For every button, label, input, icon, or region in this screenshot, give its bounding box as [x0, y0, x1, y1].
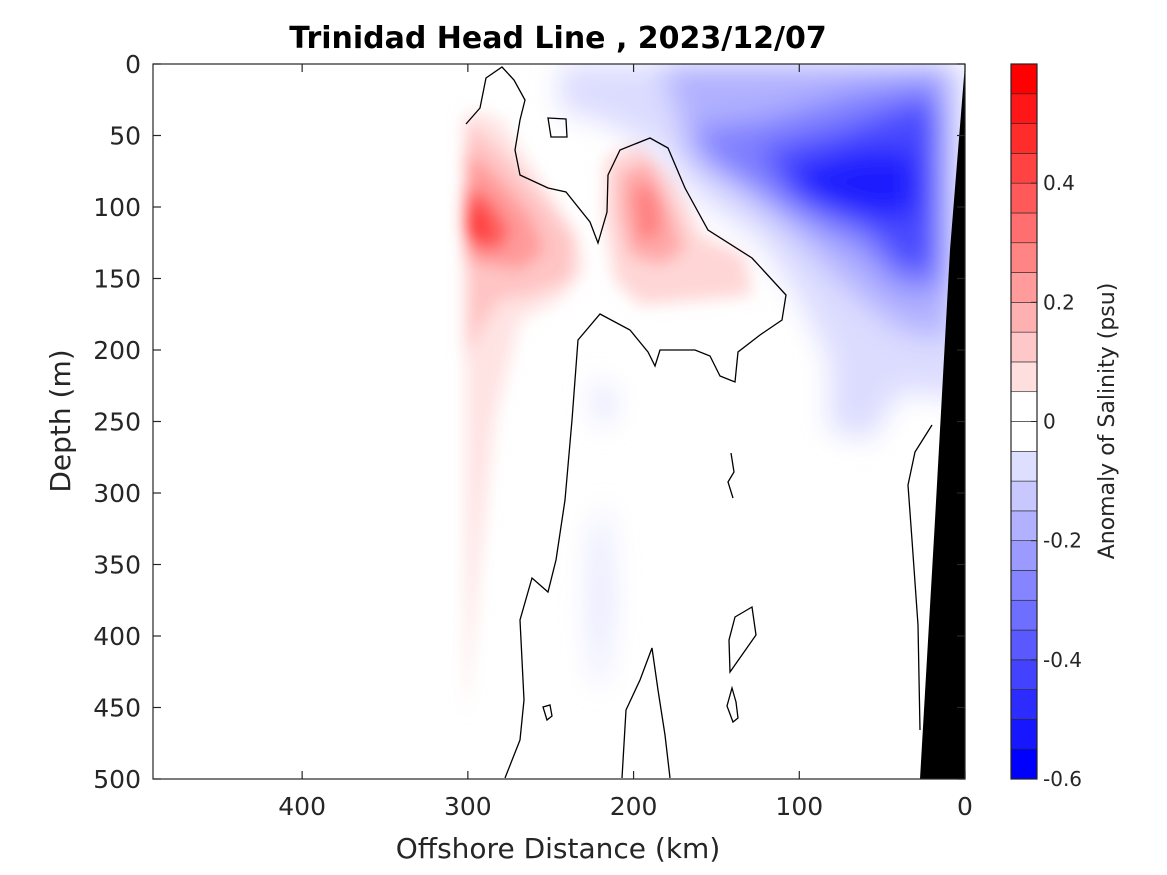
colorbar-level: [1010, 123, 1038, 154]
y-tick-label: 400: [93, 622, 141, 651]
colorbar-level: [1010, 480, 1038, 512]
colorbar-level: [1010, 272, 1038, 303]
colorbar-level: [1010, 93, 1038, 124]
colorbar-level: [1010, 63, 1038, 95]
colorbar-level: [1010, 153, 1038, 184]
y-axis-ticks: 0 50 100 150 200 250 300 350 400 450 500: [93, 50, 965, 794]
colorbar-label: Anomaly of Salinity (psu): [1095, 283, 1120, 560]
colorbar-level: [1010, 450, 1038, 482]
colorbar-tick-label: 0: [1043, 410, 1056, 434]
x-axis-ticks: 400 300 200 100 0: [278, 64, 973, 821]
x-tick-label: 300: [444, 792, 492, 821]
colorbar-tick-label: -0.6: [1043, 767, 1082, 791]
y-tick-label: 200: [93, 336, 141, 365]
colorbar-level: [1010, 629, 1038, 661]
colorbar: -0.6 -0.4 -0.2 0 0.2 0.4: [1010, 63, 1082, 791]
colorbar-level: [1010, 391, 1038, 422]
y-axis-label: Depth (m): [44, 349, 77, 492]
colorbar-level: [1010, 302, 1038, 333]
colorbar-level: [1010, 719, 1038, 750]
x-tick-label: 200: [610, 792, 658, 821]
colorbar-level: [1010, 599, 1038, 631]
colorbar-level: [1010, 182, 1038, 214]
x-tick-label: 400: [278, 792, 326, 821]
x-tick-label: 0: [957, 792, 973, 821]
colorbar-level: [1010, 570, 1038, 601]
negative-anomaly-region: [560, 64, 965, 690]
positive-anomaly-region: [466, 110, 752, 720]
y-tick-label: 150: [93, 265, 141, 294]
x-tick-label: 100: [775, 792, 823, 821]
y-tick-label: 100: [93, 193, 141, 222]
colorbar-tick-label: -0.2: [1043, 529, 1082, 553]
y-tick-label: 450: [93, 694, 141, 723]
colorbar-level: [1010, 510, 1038, 541]
chart-title: Trinidad Head Line , 2023/12/07: [289, 21, 826, 56]
colorbar-level: [1010, 361, 1038, 393]
colorbar-tick-label: 0.2: [1043, 290, 1075, 314]
anomaly-field: [465, 64, 965, 779]
colorbar-level: [1010, 331, 1038, 363]
colorbar-level: [1010, 748, 1038, 780]
zero-contours: [465, 66, 933, 779]
colorbar-tick-label: 0.4: [1043, 171, 1075, 195]
colorbar-level: [1010, 540, 1038, 571]
colorbar-level: [1010, 212, 1038, 244]
colorbar-level: [1010, 689, 1038, 720]
colorbar-level: [1010, 421, 1038, 452]
y-tick-label: 350: [93, 551, 141, 580]
bathymetry-mask: [920, 64, 965, 779]
y-tick-label: 300: [93, 479, 141, 508]
colorbar-level: [1010, 659, 1038, 690]
y-tick-label: 0: [125, 50, 141, 79]
y-tick-label: 250: [93, 408, 141, 437]
y-tick-label: 50: [109, 122, 141, 151]
y-tick-label: 500: [93, 765, 141, 794]
colorbar-tick-label: -0.4: [1043, 648, 1082, 672]
colorbar-level: [1010, 242, 1038, 273]
x-axis-label: Offshore Distance (km): [396, 832, 721, 865]
